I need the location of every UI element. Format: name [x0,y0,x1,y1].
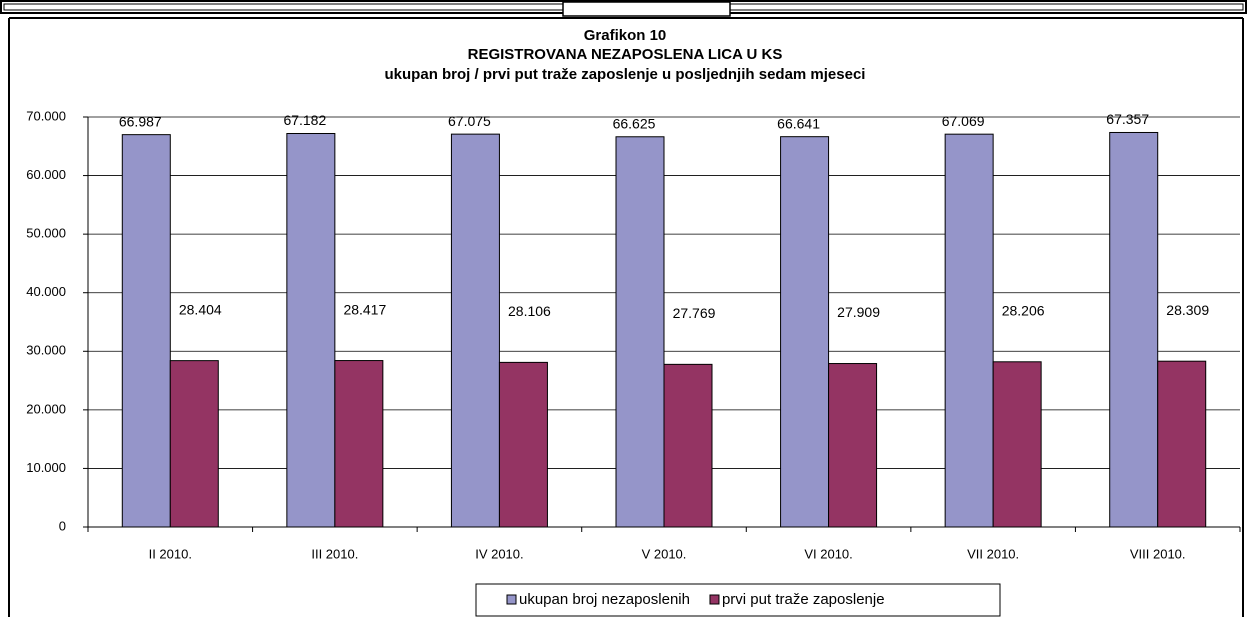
bar [828,363,878,528]
tab [562,1,731,17]
value-label: 67.182 [283,112,326,128]
value-label: 28.404 [179,301,222,317]
chart-subtitle: REGISTROVANA NEZAPOSLENA LICA U KS [468,46,783,63]
y-tick-label: 60.000 [26,167,66,182]
bar [992,361,1042,528]
chart-subtitle: ukupan broj / prvi put traže zaposlenje … [385,66,866,83]
value-label: 66.625 [613,115,656,131]
y-tick-label: 20.000 [26,401,66,416]
x-tick-label: II 2010. [149,546,192,561]
x-tick-label: III 2010. [311,546,358,561]
value-label: 67.069 [942,113,985,129]
y-tick-label: 0 [59,518,66,533]
legend-label: ukupan broj nezaposlenih [519,591,690,608]
y-tick-label: 30.000 [26,343,66,358]
value-label: 27.769 [673,305,716,321]
value-label: 27.909 [837,304,880,320]
y-tick-label: 10.000 [26,460,66,475]
bar [944,133,994,528]
value-label: 28.206 [1002,302,1045,318]
bar [1109,131,1159,528]
bar [663,363,713,528]
value-label: 28.309 [1166,302,1209,318]
legend-box [475,583,1001,617]
bar [450,133,500,528]
value-label: 67.075 [448,113,491,129]
y-tick-label: 70.000 [26,108,66,123]
bar [334,360,384,528]
bar [286,133,336,528]
bar [1157,360,1207,528]
bar [169,360,219,528]
bar [780,136,830,528]
legend-label: prvi put traže zaposlenje [722,591,885,608]
bar [498,361,548,528]
value-label: 66.641 [777,115,820,131]
bar [121,134,171,528]
y-tick-label: 40.000 [26,284,66,299]
legend-swatch [709,594,720,605]
x-tick-label: IV 2010. [475,546,523,561]
bar [615,136,665,528]
value-label: 66.987 [119,113,162,129]
x-tick-label: VII 2010. [967,546,1019,561]
y-tick-label: 50.000 [26,226,66,241]
x-tick-label: VIII 2010. [1130,546,1186,561]
legend-swatch [506,594,517,605]
x-tick-label: VI 2010. [804,546,852,561]
x-tick-label: V 2010. [642,546,687,561]
chart-title: Grafikon 10 [584,27,667,44]
value-label: 28.106 [508,303,551,319]
value-label: 28.417 [343,301,386,317]
value-label: 67.357 [1106,111,1149,127]
